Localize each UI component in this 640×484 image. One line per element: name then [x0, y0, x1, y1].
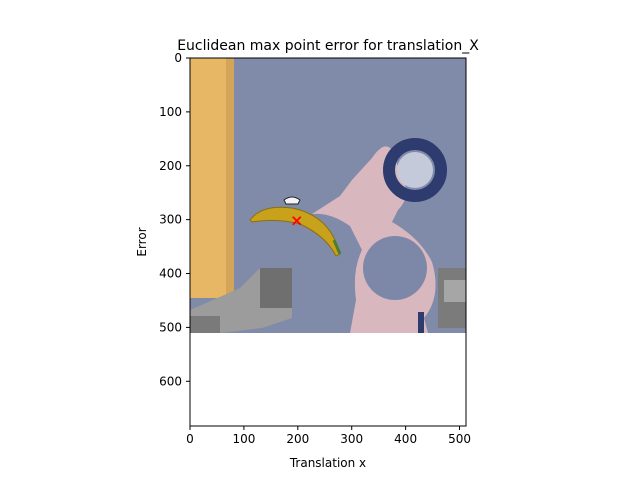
y-tick-label: 100	[159, 105, 182, 119]
right-gripper-highlight	[444, 280, 466, 302]
data-points	[292, 216, 302, 226]
door-edge	[226, 58, 234, 298]
y-axis-label: Error	[135, 227, 149, 256]
y-tick-label: 300	[159, 213, 182, 227]
door-panel	[190, 58, 230, 298]
x-tick-label: 400	[394, 432, 417, 446]
scene-image	[190, 58, 466, 333]
x-tick-label: 200	[286, 432, 309, 446]
banana-stem	[332, 239, 342, 255]
banana	[249, 206, 341, 257]
x-tick-label: 100	[232, 432, 255, 446]
left-gripper-finger	[260, 268, 292, 308]
ring-center	[397, 152, 433, 188]
y-tick-label: 600	[159, 374, 182, 388]
plot-frame	[189, 57, 467, 427]
wall-hole	[363, 236, 427, 300]
dark-stripe	[418, 312, 424, 333]
blue-ring	[383, 138, 447, 202]
y-tick-label: 500	[159, 320, 182, 334]
data-point-x-marker	[292, 216, 302, 226]
y-tick-label: 400	[159, 267, 182, 281]
x-axis-ticks: 0 100 200 300 400 500	[186, 426, 471, 446]
x-tick-label: 0	[186, 432, 194, 446]
y-tick-label: 200	[159, 159, 182, 173]
y-axis-ticks: 0 100 200 300 400 500 600	[159, 51, 190, 388]
y-tick-label: 0	[174, 51, 182, 65]
x-tick-label: 500	[448, 432, 471, 446]
x-tick-label: 300	[340, 432, 363, 446]
chart-title: Euclidean max point error for translatio…	[177, 38, 479, 54]
small-object	[283, 196, 301, 205]
x-axis-label: Translation x	[289, 456, 366, 470]
left-gripper-base	[190, 316, 220, 333]
